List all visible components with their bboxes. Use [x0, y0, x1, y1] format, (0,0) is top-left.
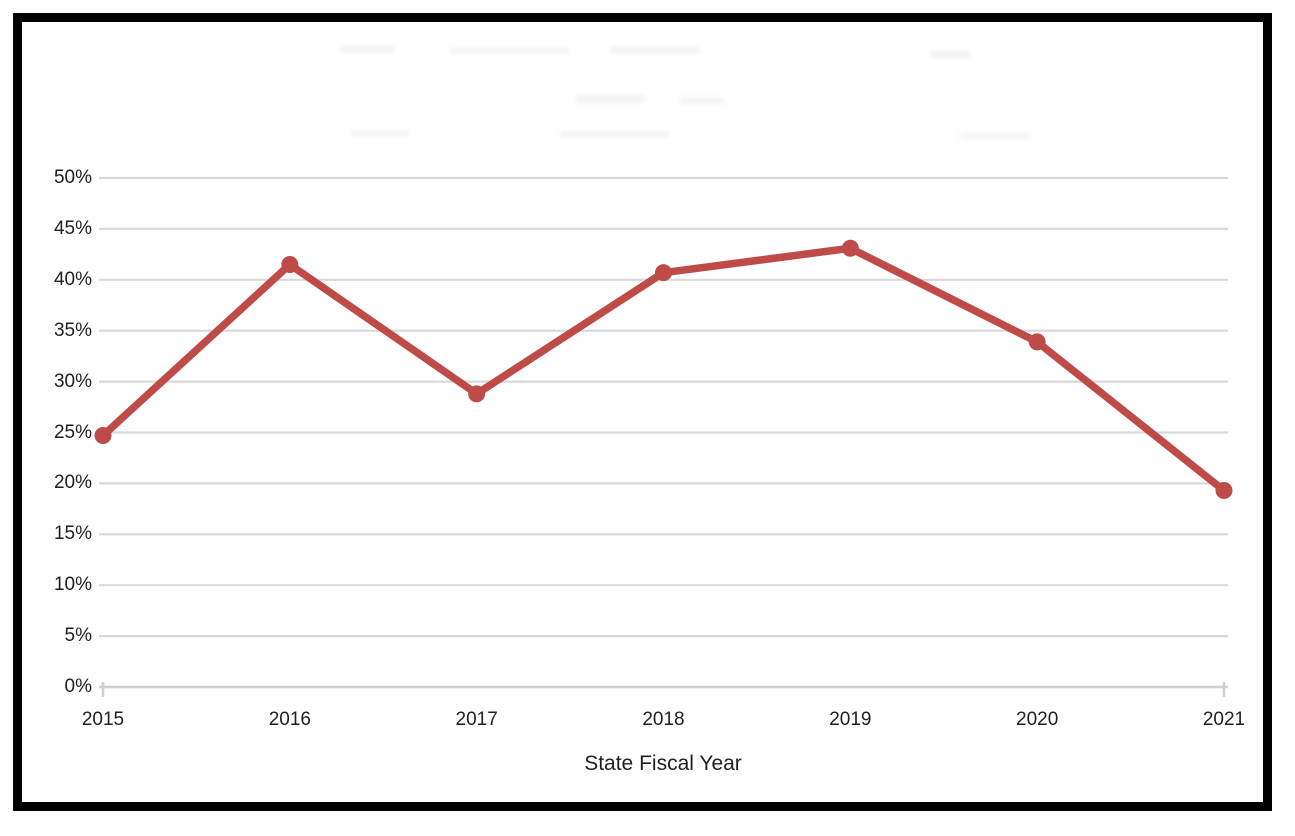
x-axis-title: State Fiscal Year	[584, 752, 742, 775]
y-tick-label: 15%	[53, 523, 92, 545]
y-tick-label: 10%	[53, 574, 92, 596]
x-tick-label: 2018	[642, 709, 685, 730]
y-tick-label: 5%	[64, 625, 92, 647]
x-tick-label: 2015	[81, 709, 125, 730]
y-tick-label: 50%	[53, 167, 92, 188]
x-tick-label: 2021	[1202, 709, 1246, 730]
data-point-2018	[655, 264, 672, 282]
data-point-2021	[1215, 482, 1233, 500]
x-tick-label: 2020	[1016, 709, 1059, 730]
x-tick-label: 2017	[455, 709, 498, 730]
data-line-series	[99, 244, 1228, 495]
y-tick-label: 45%	[53, 217, 92, 239]
y-tick-label: 35%	[53, 319, 92, 341]
data-point-2019	[841, 239, 859, 257]
x-tick-label: 2019	[829, 709, 872, 730]
data-point-2016	[281, 256, 299, 274]
x-tick-label: 2016	[268, 709, 311, 730]
y-tick-label: 40%	[53, 268, 92, 290]
y-tick-label: 30%	[53, 370, 92, 392]
y-tick-label: 0%	[64, 676, 92, 697]
y-tick-label: 25%	[53, 421, 92, 443]
data-point-2017	[468, 385, 486, 403]
y-tick-label: 20%	[53, 472, 92, 494]
data-point-2020	[1028, 333, 1046, 351]
data-point-2015	[94, 427, 112, 445]
